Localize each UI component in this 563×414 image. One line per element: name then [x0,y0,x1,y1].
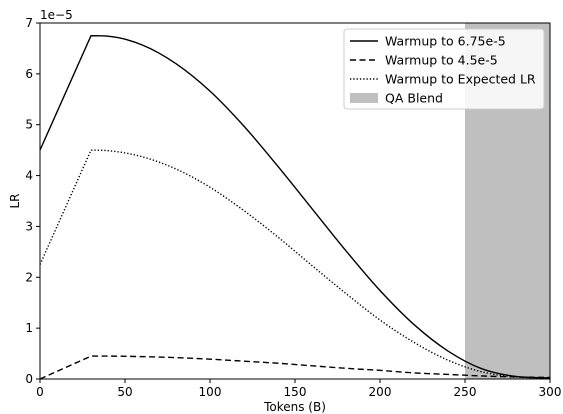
y-tick-label: 0 [25,372,33,386]
x-tick-label: 250 [454,385,477,399]
y-axis-offset-label: 1e−5 [40,8,73,22]
x-tick-label: 200 [369,385,392,399]
legend-swatch-shaded-0 [350,93,378,103]
legend: Warmup to 6.75e-5 Warmup to 4.5e-5 Warmup … [344,29,544,109]
x-tick-label: 150 [284,385,307,399]
x-tick-label: 100 [199,385,222,399]
x-tick-label: 0 [36,385,44,399]
legend-label-shaded-0: QA Blend [385,91,443,106]
y-tick-label: 6 [25,67,33,81]
x-tick-label: 300 [539,385,562,399]
x-axis-label: Tokens (B) [263,400,326,414]
y-tick-label: 5 [25,118,33,132]
legend-label-0: Warmup to 6.75e-5 [385,34,506,49]
y-axis-label: LR [8,193,22,208]
legend-label-1: Warmup to 4.5e-5 [385,53,498,68]
y-tick-label: 2 [25,270,33,284]
y-tick-label: 7 [25,16,33,30]
y-tick-label: 1 [25,321,33,335]
y-tick-label: 3 [25,219,33,233]
x-tick-label: 50 [117,385,132,399]
legend-label-2: Warmup to Expected LR [385,72,536,87]
y-tick-label: 4 [25,169,33,183]
